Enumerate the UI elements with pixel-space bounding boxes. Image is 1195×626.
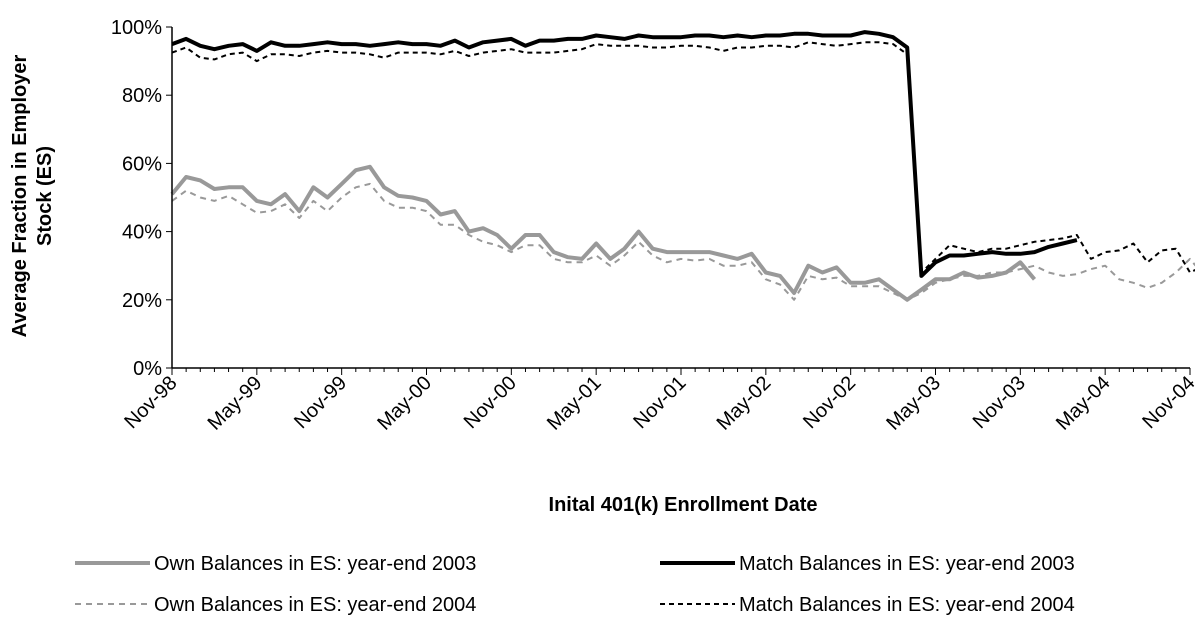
legend-label: Match Balances in ES: year-end 2004: [739, 594, 1075, 616]
y-axis-ticks: 0% 20% 40% 60% 80% 100%: [111, 17, 172, 380]
x-tick-label: Nov-01: [629, 372, 690, 433]
legend-label: Own Balances in ES: year-end 2003: [154, 553, 476, 575]
y-tick-label: 40%: [122, 222, 162, 244]
y-tick-label: 20%: [122, 290, 162, 312]
x-axis-title: Inital 401(k) Enrollment Date: [549, 494, 818, 516]
axes: [171, 27, 1190, 369]
y-axis-title-line1: Average Fraction in Employer: [9, 54, 31, 337]
y-axis-title: Average Fraction in Employer Stock (ES): [9, 54, 56, 337]
x-tick-label: Nov-03: [969, 372, 1030, 433]
series-line-3: [171, 41, 1195, 274]
x-tick-label: Nov-02: [799, 372, 860, 433]
y-tick-label: 0%: [133, 358, 162, 380]
series-line-0: [170, 164, 1037, 302]
x-tick-label: Nov-04: [1138, 372, 1195, 433]
legend-label: Match Balances in ES: year-end 2003: [739, 553, 1075, 575]
legend-label: Own Balances in ES: year-end 2004: [154, 594, 476, 616]
x-tick-label: May-01: [543, 372, 606, 435]
x-tick-label: May-02: [713, 372, 776, 435]
legend: Own Balances in ES: year-end 2003 Match B…: [75, 553, 1075, 616]
y-tick-label: 60%: [122, 153, 162, 175]
series-lines: [170, 30, 1195, 302]
y-axis-title-line2: Stock (ES): [34, 146, 56, 246]
series-line-1: [171, 182, 1195, 301]
x-tick-label: Nov-98: [120, 372, 181, 433]
x-tick-label: May-99: [204, 372, 267, 435]
x-tick-label: May-04: [1052, 372, 1115, 435]
x-tick-label: May-03: [882, 372, 945, 435]
y-tick-label: 80%: [122, 85, 162, 107]
y-tick-label: 100%: [111, 17, 162, 39]
x-tick-label: Nov-00: [460, 372, 521, 433]
series-line-2: [171, 30, 1078, 278]
x-axis-ticks: Nov-98 May-99 Nov-99 May-00 Nov-00 May-01 Nov-…: [120, 368, 1195, 435]
x-tick-label: Nov-99: [290, 372, 351, 433]
x-tick-label: May-00: [373, 372, 436, 435]
